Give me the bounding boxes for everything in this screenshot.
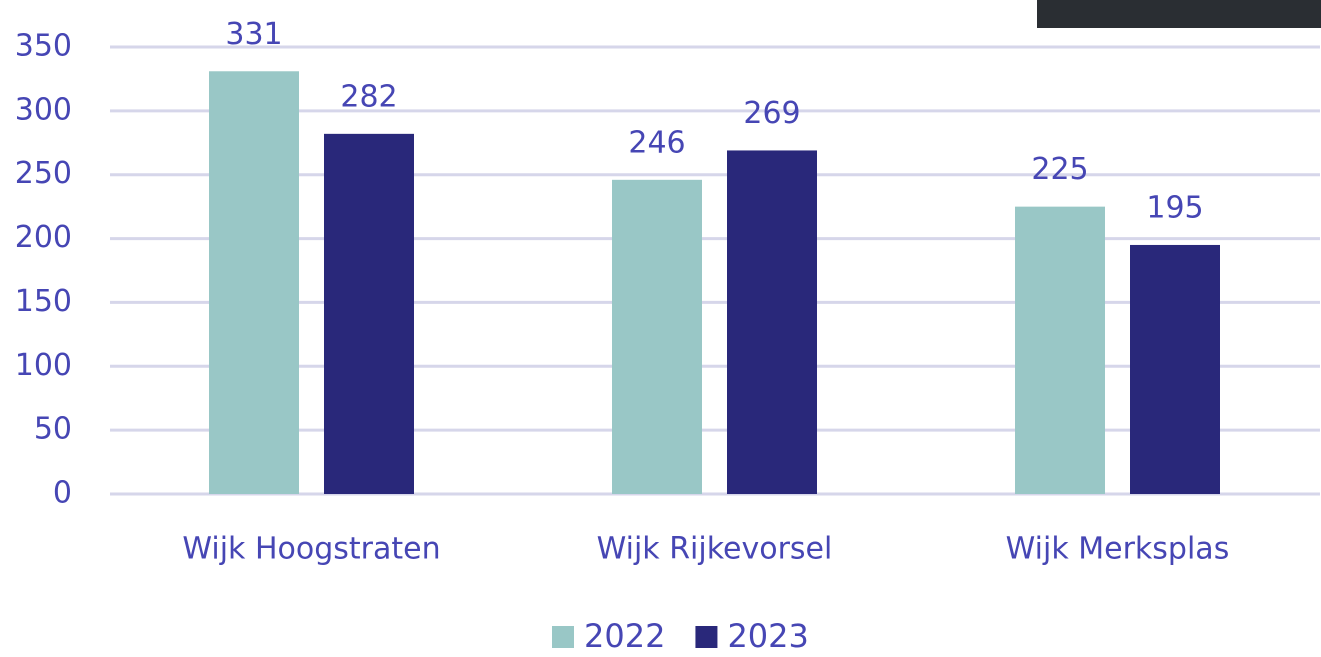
x-tick-label: Wijk Merksplas: [1006, 532, 1230, 567]
legend-swatch: [695, 626, 718, 648]
value-label: 246: [628, 125, 685, 160]
value-label: 282: [340, 79, 397, 114]
photo-fragment: [1037, 0, 1321, 28]
value-label: 225: [1031, 152, 1088, 187]
y-tick-label: 300: [15, 92, 72, 127]
bar: [727, 150, 817, 494]
value-label: 269: [743, 96, 800, 131]
legend-label: 2023: [727, 617, 808, 655]
y-tick-label: 350: [15, 29, 72, 64]
bar: [209, 71, 299, 494]
bar: [1015, 206, 1105, 494]
y-tick-label: 50: [34, 412, 72, 447]
bar: [612, 179, 702, 494]
y-tick-label: 0: [53, 476, 72, 511]
x-tick-label: Wijk Rijkevorsel: [597, 532, 833, 567]
y-tick-label: 250: [15, 156, 72, 191]
y-tick-label: 100: [15, 348, 72, 383]
bar: [324, 133, 414, 495]
x-tick-label: Wijk Hoogstraten: [182, 532, 440, 567]
legend-swatch: [552, 626, 574, 648]
bar: [1130, 244, 1220, 494]
y-tick-label: 200: [15, 220, 72, 255]
value-label: 195: [1146, 190, 1203, 225]
legend-label: 2022: [584, 617, 665, 655]
value-label: 331: [225, 17, 282, 52]
y-tick-label: 150: [15, 284, 72, 319]
